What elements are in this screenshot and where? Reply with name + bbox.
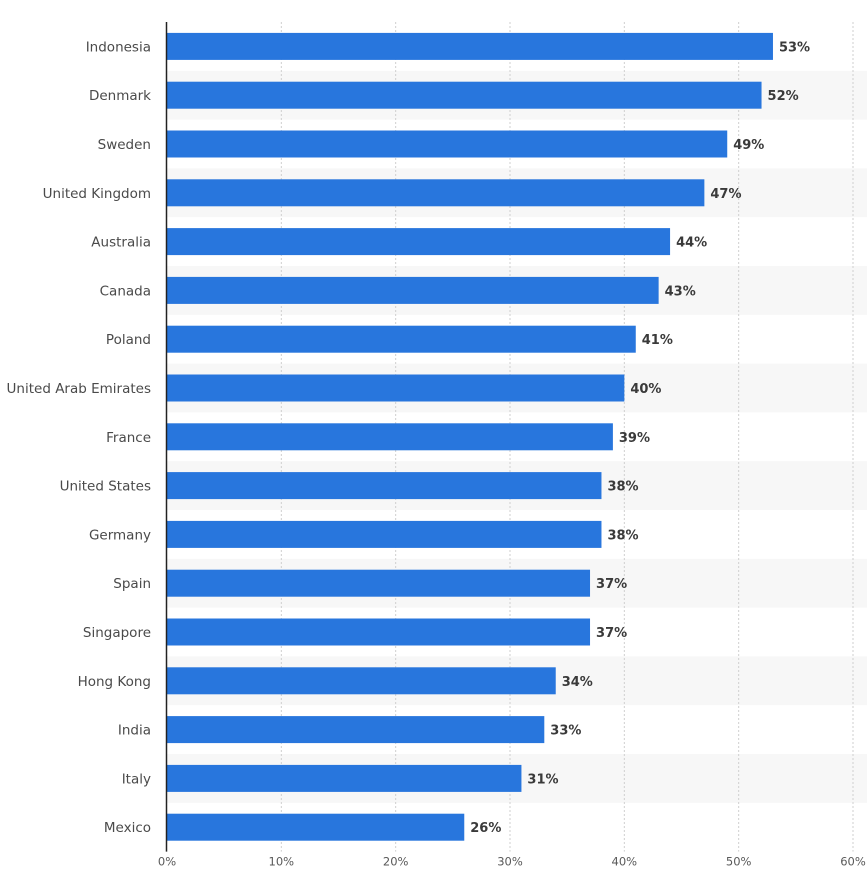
bar: [167, 423, 613, 451]
x-axis-ticks: 0% 10% 20% 30% 40% 50% 60%: [158, 855, 866, 869]
value-label: 37%: [596, 577, 627, 592]
bar: [167, 618, 591, 646]
value-label: 37%: [596, 626, 627, 641]
value-label: 39%: [619, 431, 650, 446]
bar: [167, 764, 522, 792]
bar: [167, 228, 671, 256]
value-label: 47%: [710, 187, 741, 202]
bars: [167, 32, 773, 841]
bar: [167, 569, 591, 597]
category-label: Germany: [89, 527, 151, 543]
category-label: Singapore: [83, 625, 151, 641]
value-label: 49%: [733, 138, 764, 153]
x-tick-label: 50%: [726, 855, 752, 869]
category-label: Spain: [113, 576, 151, 592]
category-label: Italy: [122, 771, 151, 787]
x-tick-label: 40%: [612, 855, 638, 869]
category-label: Poland: [106, 332, 151, 348]
value-labels: 53% 52% 49% 47% 44% 43% 41% 40% 39% 38% 38% 37% 37% 3…: [470, 40, 810, 836]
x-tick-label: 60%: [840, 855, 866, 869]
value-label: 44%: [676, 236, 707, 251]
value-label: 52%: [768, 89, 799, 104]
value-label: 26%: [470, 821, 501, 836]
category-label: Canada: [100, 283, 151, 299]
value-label: 34%: [562, 675, 593, 690]
bar: [167, 179, 705, 207]
category-label: India: [118, 723, 151, 739]
value-label: 40%: [630, 382, 661, 397]
x-tick-label: 10%: [269, 855, 295, 869]
category-label: United Kingdom: [43, 186, 151, 202]
category-label: France: [106, 430, 151, 446]
category-label: Mexico: [104, 820, 151, 836]
value-label: 38%: [607, 528, 638, 543]
x-tick-label: 20%: [383, 855, 409, 869]
value-label: 41%: [642, 333, 673, 348]
category-labels: Indonesia Denmark Sweden United Kingdom Aust…: [7, 39, 152, 836]
bar: [167, 325, 636, 353]
value-label: 31%: [527, 772, 558, 787]
category-label: Hong Kong: [78, 674, 151, 690]
value-label: 38%: [607, 480, 638, 495]
bar: [167, 130, 728, 158]
bar: [167, 472, 602, 500]
category-label: United Arab Emirates: [7, 381, 151, 397]
x-tick-label: 0%: [158, 855, 176, 869]
bar: [167, 81, 762, 109]
bar: [167, 716, 545, 744]
value-label: 33%: [550, 724, 581, 739]
category-label: Indonesia: [86, 39, 151, 55]
bar: [167, 667, 556, 695]
category-label: Sweden: [98, 137, 151, 153]
x-tick-label: 30%: [497, 855, 523, 869]
value-label: 53%: [779, 40, 810, 55]
bar: [167, 813, 465, 841]
category-label: Australia: [91, 235, 151, 251]
bar: [167, 520, 602, 548]
category-label: Denmark: [89, 88, 151, 104]
bar: [167, 32, 773, 60]
bar: [167, 374, 625, 402]
bar: [167, 276, 659, 304]
value-label: 43%: [665, 284, 696, 299]
category-label: United States: [60, 479, 151, 495]
